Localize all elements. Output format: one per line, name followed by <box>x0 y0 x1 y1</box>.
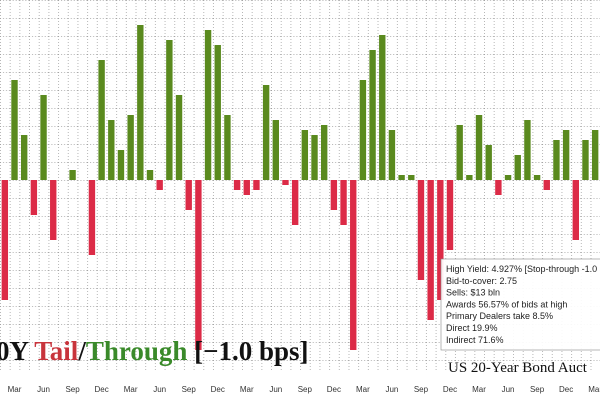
bar <box>282 180 289 185</box>
bar <box>504 175 512 180</box>
annotation-line: Indirect 71.6% <box>446 335 504 345</box>
annotation-line: Bid-to-cover: 2.75 <box>446 276 517 286</box>
bar <box>137 25 144 180</box>
bar <box>553 140 560 180</box>
bar <box>369 50 376 180</box>
annotation-line: Sells: $13 bln <box>446 288 500 298</box>
x-tick-label: Jun <box>269 385 282 394</box>
title-tail: Tail <box>34 336 79 366</box>
bar <box>446 180 454 250</box>
bar <box>572 180 579 240</box>
x-tick-label: Mar <box>588 385 600 394</box>
bar <box>582 140 589 180</box>
x-tick-label: Dec <box>327 385 341 394</box>
annotation-box: High Yield: 4.927% [Stop-through -1.0 b B… <box>440 258 600 351</box>
bar <box>408 175 415 180</box>
title-through: Through <box>86 336 188 366</box>
x-tick-label: Mar <box>472 385 486 394</box>
bar <box>88 180 96 255</box>
bar <box>398 175 405 180</box>
bar <box>204 30 212 180</box>
annotation-line: Direct 19.9% <box>446 323 498 333</box>
bar <box>108 120 115 180</box>
bar <box>591 130 599 180</box>
bar <box>117 150 125 180</box>
annotation-line: Primary Dealers take 8.5% <box>446 311 553 321</box>
title-slash: / <box>77 336 86 366</box>
x-tick-label: Jun <box>37 385 50 394</box>
bar <box>185 180 192 210</box>
bar <box>30 180 38 215</box>
bar <box>543 180 550 190</box>
bar <box>214 45 221 180</box>
x-tick-label: Mar <box>240 385 254 394</box>
bar <box>1 180 9 300</box>
x-tick-label: Mar <box>8 385 22 394</box>
bar <box>456 125 463 180</box>
x-tick-label: Dec <box>559 385 573 394</box>
bar <box>524 120 531 180</box>
bar <box>11 80 18 180</box>
x-tick-label: Sep <box>530 385 545 394</box>
bar <box>388 130 396 180</box>
x-tick-label: Jun <box>153 385 166 394</box>
bar <box>301 130 309 180</box>
bar <box>195 180 202 350</box>
x-tick-label: Dec <box>94 385 108 394</box>
x-tick-label: Sep <box>65 385 80 394</box>
bar <box>224 115 231 180</box>
x-tick-label: Jun <box>385 385 398 394</box>
bar <box>50 180 57 240</box>
bar <box>495 180 502 195</box>
title-prefix: 0Y <box>0 336 29 366</box>
bar <box>417 180 425 280</box>
x-tick-label: Mar <box>124 385 138 394</box>
bar <box>272 120 279 180</box>
bar <box>175 95 183 180</box>
bar <box>253 180 260 190</box>
bar <box>127 115 134 180</box>
bar <box>262 85 270 180</box>
bar <box>311 135 318 180</box>
bar <box>466 175 473 180</box>
annotation-line: Awards 56.57% of bids at high <box>446 299 567 309</box>
annotation-line: High Yield: 4.927% [Stop-through -1.0 b <box>446 264 600 274</box>
bar <box>146 170 154 180</box>
bar <box>427 180 434 320</box>
x-tick-label: Dec <box>211 385 225 394</box>
bar <box>485 145 492 180</box>
bar <box>533 175 541 180</box>
bar <box>40 95 47 180</box>
bar <box>291 180 299 225</box>
annotation-frame <box>440 258 600 351</box>
chart-title: 0Y Tail/Through [−1.0 bps] <box>0 336 309 366</box>
x-tick-label: Sep <box>182 385 197 394</box>
x-tick-label: Sep <box>414 385 429 394</box>
bar <box>243 180 250 195</box>
bar <box>437 180 444 300</box>
bar <box>359 80 367 180</box>
subtitle: US 20-Year Bond Auct <box>448 360 588 376</box>
x-tick-label: Sep <box>298 385 313 394</box>
x-tick-label: Dec <box>443 385 457 394</box>
bar <box>98 60 105 180</box>
bar <box>233 180 241 190</box>
bar <box>321 125 328 180</box>
title-bracket: [−1.0 bps] <box>194 336 308 366</box>
bar <box>69 170 76 180</box>
bar <box>156 180 163 190</box>
bar <box>475 115 483 180</box>
bar <box>166 40 173 180</box>
bar <box>350 180 357 350</box>
bar <box>379 35 386 180</box>
x-tick-label: Mar <box>356 385 370 394</box>
bar <box>562 130 570 180</box>
bar <box>514 155 521 180</box>
bar <box>340 180 347 225</box>
bar <box>21 135 28 180</box>
bar <box>330 180 338 210</box>
x-tick-label: Jun <box>502 385 515 394</box>
